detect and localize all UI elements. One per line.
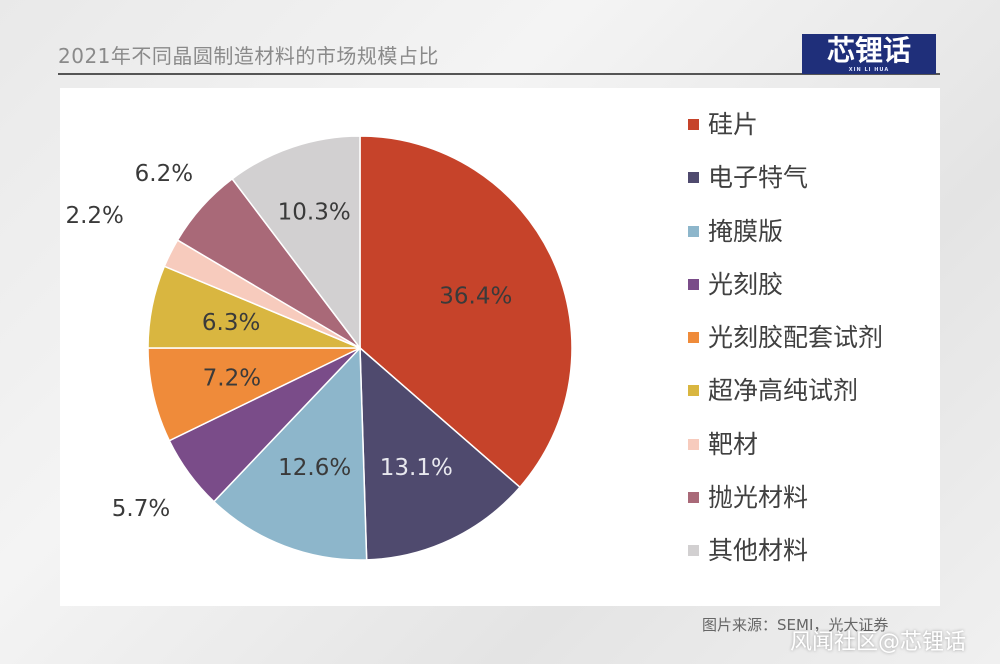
legend-swatch bbox=[688, 545, 699, 557]
legend-label: 硅片 bbox=[708, 110, 759, 139]
pie-data-label-8: 6.2% bbox=[135, 161, 193, 187]
brand-logo-subtext: XIN LI HUA bbox=[848, 67, 890, 73]
legend-label: 光刻胶配套试剂 bbox=[708, 323, 884, 353]
pie-data-label-6: 6.3% bbox=[202, 310, 260, 336]
chart-title: 2021年不同晶圆制造材料的市场规模占比 bbox=[58, 44, 439, 68]
pie-chart: 36.4% 13.1% 12.6% 5.7% 7.2% 6.3% 2.2% 6.2% 10.3% bbox=[65, 135, 573, 561]
legend-label: 其他材料 bbox=[708, 536, 809, 566]
pie-slice-3 bbox=[212, 346, 368, 561]
legend-label: 抛光材料 bbox=[708, 483, 809, 513]
legend-swatch bbox=[688, 492, 699, 504]
pie-data-label-5: 7.2% bbox=[203, 366, 261, 392]
brand-logo-text: 芯锂话 bbox=[826, 34, 911, 67]
legend-label: 电子特气 bbox=[708, 163, 809, 193]
source-note: 图片来源：SEMI，光大证券 bbox=[702, 616, 889, 634]
pie-data-label-7: 2.2% bbox=[65, 203, 123, 229]
legend-swatch bbox=[688, 278, 699, 290]
pie-data-label-9: 10.3% bbox=[278, 199, 351, 225]
legend-swatch bbox=[688, 385, 699, 397]
watermark: 风闻社区@芯锂话 bbox=[790, 630, 967, 655]
pie-data-label-2: 13.1% bbox=[380, 455, 453, 481]
legend-label: 靶材 bbox=[708, 429, 759, 459]
chart-panel: 36.4% 13.1% 12.6% 5.7% 7.2% 6.3% 2.2% 6.2% 10.3% bbox=[60, 88, 940, 606]
legend-swatch bbox=[688, 172, 699, 184]
legend-label: 光刻胶 bbox=[708, 269, 784, 299]
title-divider bbox=[58, 73, 940, 75]
legend-swatch bbox=[688, 332, 699, 344]
pie-data-label-1: 36.4% bbox=[439, 283, 512, 309]
pie-slice-1 bbox=[359, 135, 573, 489]
legend-swatch bbox=[688, 119, 699, 130]
pie-data-label-4: 5.7% bbox=[112, 496, 170, 522]
pie-slice-2 bbox=[359, 346, 521, 561]
legend-label: 超净高纯试剂 bbox=[708, 376, 859, 406]
legend-swatch bbox=[688, 225, 699, 237]
legend-swatch bbox=[688, 438, 699, 450]
pie-data-label-3: 12.6% bbox=[278, 455, 351, 481]
brand-logo: 芯锂话 XIN LI HUA bbox=[802, 34, 936, 74]
pie-slice-9 bbox=[231, 135, 361, 351]
legend-label: 掩膜版 bbox=[708, 216, 784, 246]
